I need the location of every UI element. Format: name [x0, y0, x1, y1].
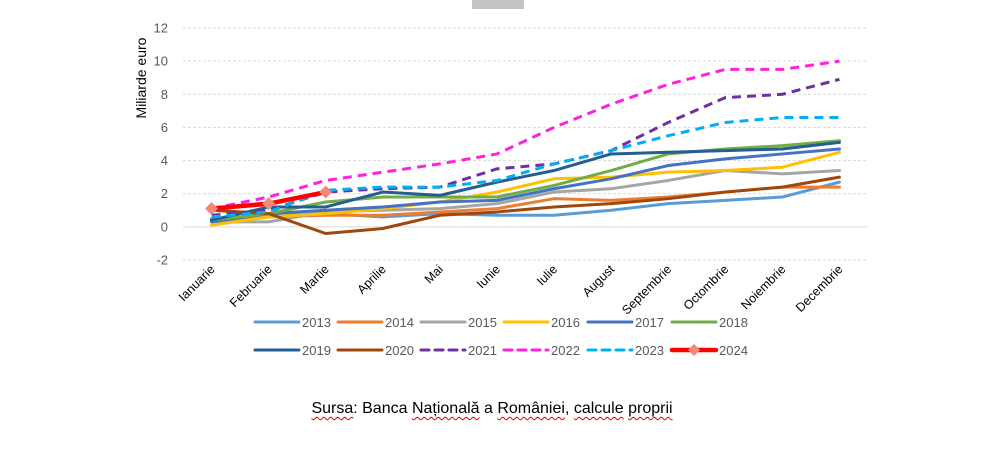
series-line-2016	[210, 150, 841, 227]
y-tick-label: 8	[161, 87, 168, 102]
legend-label: 2024	[719, 343, 748, 358]
legend-label: 2018	[719, 315, 748, 330]
y-tick-label: 12	[154, 21, 168, 36]
legend-marker	[688, 344, 700, 356]
legend: 2013 2014 2015 2016 2017 2018 2019 2020 2021 2022…	[253, 315, 748, 358]
x-tick-label: Decembrie	[793, 262, 846, 315]
series-line-2019	[210, 140, 841, 222]
legend-item-2015: 2015	[419, 315, 497, 330]
legend-item-2019: 2019	[253, 343, 331, 358]
y-tick-label: 0	[161, 219, 168, 234]
source-note: Sursa: Banca Națională a României, calcu…	[0, 400, 984, 418]
legend-item-2021: 2021	[419, 343, 497, 358]
x-tick-label: Noiembrie	[738, 262, 788, 312]
legend-item-2016: 2016	[502, 315, 580, 330]
legend-label: 2020	[385, 343, 414, 358]
x-tick-label: August	[580, 262, 618, 300]
data-point-2024	[205, 202, 219, 216]
gridlines	[183, 27, 868, 261]
y-axis-label: Miliarde euro	[133, 37, 149, 118]
series-line-2022	[211, 59, 840, 211]
source-text-segment: Națională	[411, 400, 480, 417]
legend-item-2024: 2024	[669, 343, 748, 358]
legend-item-2013: 2013	[253, 315, 331, 330]
series-line-2017	[210, 147, 841, 224]
y-tick-label: 4	[161, 153, 168, 168]
x-tick-label: Octombrie	[681, 262, 732, 313]
x-tick-label: Mai	[422, 262, 446, 286]
legend-item-2022: 2022	[502, 343, 580, 358]
y-tick-label: -2	[156, 253, 168, 268]
source-text-segment: Sursa	[311, 400, 354, 417]
source-text-segment: calcule	[573, 400, 624, 417]
legend-label: 2017	[635, 315, 664, 330]
legend-item-2018: 2018	[670, 315, 748, 330]
legend-item-2023: 2023	[586, 343, 664, 358]
legend-label: 2021	[468, 343, 497, 358]
legend-label: 2022	[551, 343, 580, 358]
line-chart: -2 0 2 4 6 8 10 12 Miliarde euro Ianuarie Februa…	[133, 21, 868, 358]
legend-item-2020: 2020	[336, 343, 414, 358]
source-text-segment: ,	[564, 400, 574, 417]
y-axis-ticks: -2 0 2 4 6 8 10 12	[154, 21, 168, 268]
y-tick-label: 6	[161, 120, 168, 135]
legend-item-2017: 2017	[586, 315, 664, 330]
x-tick-label: Ianuarie	[176, 262, 218, 304]
x-tick-label: Februarie	[227, 262, 275, 310]
source-text-segment: României	[497, 400, 565, 417]
x-tick-label: Iulie	[534, 262, 560, 288]
source-text-segment: proprii	[628, 400, 673, 417]
source-text-segment: a	[479, 400, 498, 417]
y-tick-label: 10	[154, 54, 168, 69]
legend-label: 2016	[551, 315, 580, 330]
legend-label: 2019	[302, 343, 331, 358]
x-tick-label: Aprilie	[354, 262, 388, 296]
data-point-2024	[262, 197, 276, 211]
legend-label: 2015	[468, 315, 497, 330]
data-point-2024	[319, 185, 333, 199]
x-axis-ticks: Ianuarie Februarie Martie Aprilie Mai Iunie Iu…	[176, 262, 846, 317]
x-tick-label: Septembrie	[619, 262, 674, 317]
series-line-2020	[210, 175, 841, 235]
source-text-segment: : Banca	[353, 400, 412, 417]
top-scroll-handle	[472, 0, 524, 9]
legend-label: 2013	[302, 315, 331, 330]
y-tick-label: 2	[161, 186, 168, 201]
x-tick-label: Iunie	[474, 262, 503, 291]
series-lines	[205, 59, 841, 235]
series-line-2018	[210, 139, 841, 222]
legend-item-2014: 2014	[336, 315, 414, 330]
legend-label: 2023	[635, 343, 664, 358]
legend-label: 2014	[385, 315, 414, 330]
x-tick-label: Martie	[297, 262, 331, 296]
